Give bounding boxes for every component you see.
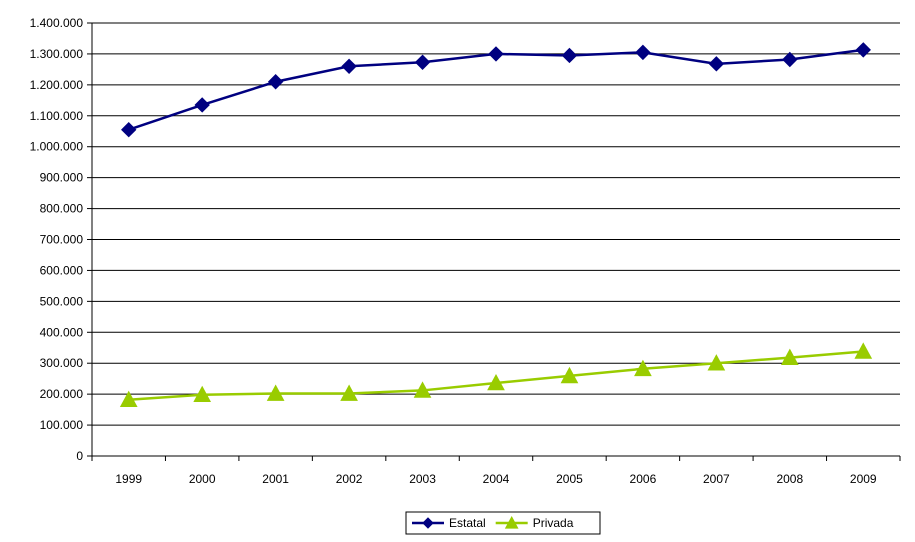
y-tick-label: 100.000 (40, 418, 84, 432)
x-tick-label: 2004 (483, 472, 510, 486)
data-point-estatal (855, 42, 871, 58)
legend-label-privada: Privada (533, 516, 574, 530)
legend-swatch-marker-estatal (422, 517, 434, 529)
legend-label-estatal: Estatal (449, 516, 486, 530)
y-tick-label: 1.400.000 (30, 16, 84, 30)
data-point-estatal (561, 47, 578, 64)
x-tick-label: 2001 (262, 472, 289, 486)
data-point-privada (413, 381, 432, 398)
series-line-estatal (128, 48, 864, 131)
axes (87, 22, 901, 461)
data-point-privada (560, 366, 579, 384)
data-point-estatal (708, 56, 725, 72)
data-point-estatal (635, 44, 651, 61)
data-point-privada (634, 359, 652, 377)
y-tick-label: 600.000 (40, 263, 84, 277)
data-point-privada (193, 385, 212, 403)
x-tick-label: 1999 (115, 472, 142, 486)
y-tick-label: 0 (76, 449, 83, 463)
x-tick-label: 2005 (556, 472, 583, 486)
data-point-estatal (414, 54, 431, 70)
x-axis-ticks: 1999 2000 2001 2002 2003 2004 2005 2006 2007 2008… (115, 472, 877, 486)
x-tick-label: 2008 (776, 472, 803, 486)
y-tick-label: 1.000.000 (30, 140, 84, 154)
y-tick-label: 800.000 (40, 202, 84, 216)
x-tick-label: 2009 (850, 472, 877, 486)
data-point-estatal (488, 46, 504, 62)
y-axis-ticks: 0 100.000 200.000 300.000 400.000 500.000 600.… (30, 16, 84, 463)
data-point-estatal (194, 97, 210, 113)
x-tick-label: 2003 (409, 472, 436, 486)
data-point-privada (707, 354, 726, 371)
data-point-estatal (121, 121, 137, 138)
series (119, 42, 873, 408)
data-point-privada (780, 348, 799, 365)
data-point-estatal (782, 51, 798, 68)
y-tick-label: 900.000 (40, 171, 84, 185)
data-point-privada (487, 373, 505, 391)
gridlines (92, 22, 900, 426)
x-tick-label: 2000 (189, 472, 216, 486)
y-tick-label: 700.000 (40, 233, 84, 247)
data-point-privada (854, 342, 873, 359)
x-tick-label: 2006 (630, 472, 657, 486)
legend-swatch-marker-privada (504, 515, 519, 529)
y-tick-label: 1.200.000 (30, 78, 84, 92)
legend: Estatal Privada (405, 511, 601, 535)
y-tick-label: 1.300.000 (30, 47, 84, 61)
data-point-estatal (267, 74, 284, 90)
y-tick-label: 200.000 (40, 387, 84, 401)
data-point-estatal (341, 58, 357, 75)
y-tick-label: 500.000 (40, 294, 84, 308)
y-tick-label: 1.100.000 (30, 109, 84, 123)
data-point-privada (340, 384, 358, 401)
data-point-privada (119, 390, 138, 408)
x-tick-label: 2007 (703, 472, 730, 486)
data-point-privada (266, 384, 285, 401)
y-tick-label: 300.000 (40, 356, 84, 370)
x-tick-label: 2002 (336, 472, 363, 486)
y-tick-label: 400.000 (40, 325, 84, 339)
